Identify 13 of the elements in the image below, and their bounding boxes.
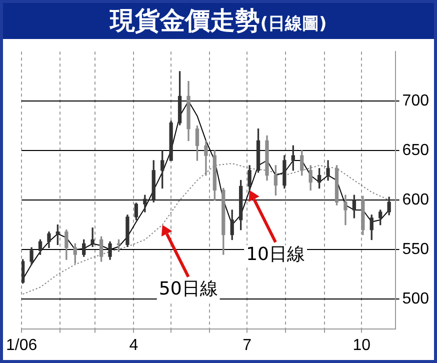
y-tick-label: 600 (402, 192, 430, 209)
x-tick-label: 7 (242, 336, 252, 354)
y-tick-label: 700 (402, 92, 430, 110)
y-tick-label: 500 (402, 290, 430, 308)
x-tick-label: 10 (352, 336, 371, 354)
y-tick-label: 550 (402, 241, 430, 258)
chart-subtitle: (日線圖) (260, 14, 327, 34)
annotation: 50日線 (158, 278, 218, 300)
x-tick-label: 1/06 (6, 336, 38, 354)
chart-title: 現貨金價走勢 (110, 6, 260, 35)
x-tick-label: 4 (129, 336, 138, 354)
annotation: 10日線 (246, 244, 305, 265)
y-tick-label: 650 (402, 142, 430, 160)
